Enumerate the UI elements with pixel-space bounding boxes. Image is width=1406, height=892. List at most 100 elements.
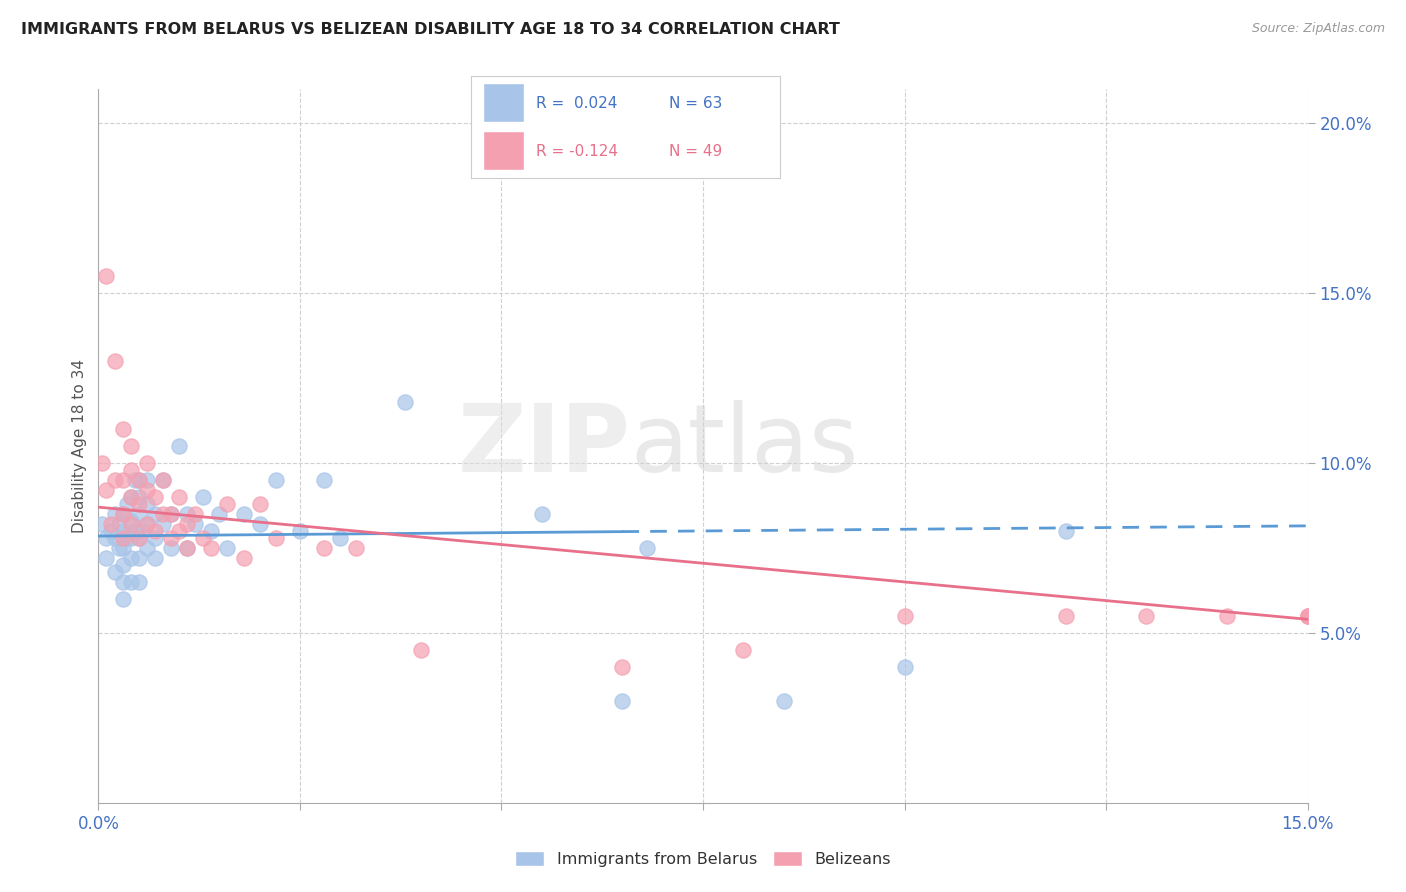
Point	[111, 574, 134, 589]
Point	[184, 507, 207, 521]
Point	[208, 507, 231, 521]
Point	[111, 524, 134, 538]
Point	[143, 490, 166, 504]
Point	[128, 531, 150, 545]
Point	[167, 524, 190, 538]
Point	[176, 541, 198, 555]
FancyBboxPatch shape	[484, 131, 523, 170]
Point	[249, 497, 271, 511]
Point	[232, 551, 254, 566]
Point	[103, 531, 125, 545]
Point	[111, 591, 134, 606]
Point	[135, 517, 157, 532]
Point	[1054, 524, 1077, 538]
Point	[264, 473, 287, 487]
Point	[120, 514, 142, 528]
Point	[115, 531, 138, 545]
Point	[329, 531, 352, 545]
Point	[115, 497, 138, 511]
Point	[160, 541, 183, 555]
Point	[143, 531, 166, 545]
Point	[1296, 608, 1319, 623]
Point	[176, 541, 198, 555]
Point	[107, 541, 129, 555]
Point	[128, 473, 150, 487]
Point	[120, 574, 142, 589]
Point	[111, 507, 134, 521]
Point	[152, 507, 174, 521]
Point	[612, 694, 634, 708]
Point	[124, 473, 146, 487]
Point	[160, 531, 183, 545]
Text: IMMIGRANTS FROM BELARUS VS BELIZEAN DISABILITY AGE 18 TO 34 CORRELATION CHART: IMMIGRANTS FROM BELARUS VS BELIZEAN DISA…	[21, 22, 839, 37]
Legend: Immigrants from Belarus, Belizeans: Immigrants from Belarus, Belizeans	[509, 845, 897, 873]
Point	[167, 490, 190, 504]
Point	[1296, 608, 1319, 623]
Y-axis label: Disability Age 18 to 34: Disability Age 18 to 34	[72, 359, 87, 533]
Point	[128, 551, 150, 566]
Point	[120, 551, 142, 566]
Point	[120, 439, 142, 453]
Point	[91, 517, 114, 532]
Point	[160, 507, 183, 521]
Point	[120, 531, 142, 545]
Point	[1296, 608, 1319, 623]
Point	[152, 473, 174, 487]
Point	[409, 643, 432, 657]
FancyBboxPatch shape	[484, 83, 523, 122]
Point	[96, 551, 118, 566]
Point	[200, 541, 222, 555]
Text: N = 49: N = 49	[669, 144, 723, 159]
Point	[1135, 608, 1157, 623]
Point	[135, 541, 157, 555]
Point	[184, 517, 207, 532]
Point	[111, 531, 134, 545]
Point	[160, 507, 183, 521]
Point	[120, 517, 142, 532]
Point	[264, 531, 287, 545]
Point	[96, 269, 118, 284]
Point	[152, 517, 174, 532]
Point	[111, 541, 134, 555]
Point	[143, 507, 166, 521]
Point	[107, 517, 129, 532]
Point	[612, 660, 634, 674]
Point	[530, 507, 553, 521]
Point	[217, 497, 239, 511]
Point	[152, 473, 174, 487]
Point	[100, 524, 122, 538]
Point	[128, 574, 150, 589]
Point	[132, 524, 155, 538]
Point	[217, 541, 239, 555]
Point	[893, 608, 915, 623]
Text: R = -0.124: R = -0.124	[536, 144, 619, 159]
Point	[111, 558, 134, 572]
Point	[135, 517, 157, 532]
Point	[111, 422, 134, 436]
Point	[128, 497, 150, 511]
Point	[176, 517, 198, 532]
Point	[193, 490, 215, 504]
Point	[100, 517, 122, 532]
Text: R =  0.024: R = 0.024	[536, 95, 617, 111]
Point	[135, 483, 157, 498]
Point	[124, 524, 146, 538]
Point	[143, 524, 166, 538]
Point	[103, 473, 125, 487]
Point	[314, 541, 336, 555]
Point	[111, 473, 134, 487]
Point	[636, 541, 658, 555]
Point	[249, 517, 271, 532]
Point	[143, 551, 166, 566]
Point	[200, 524, 222, 538]
Text: atlas: atlas	[630, 400, 859, 492]
Point	[128, 473, 150, 487]
Point	[135, 456, 157, 470]
Point	[193, 531, 215, 545]
Point	[1054, 608, 1077, 623]
Point	[111, 507, 134, 521]
Point	[893, 660, 915, 674]
Point	[120, 463, 142, 477]
Point	[128, 507, 150, 521]
Point	[91, 456, 114, 470]
